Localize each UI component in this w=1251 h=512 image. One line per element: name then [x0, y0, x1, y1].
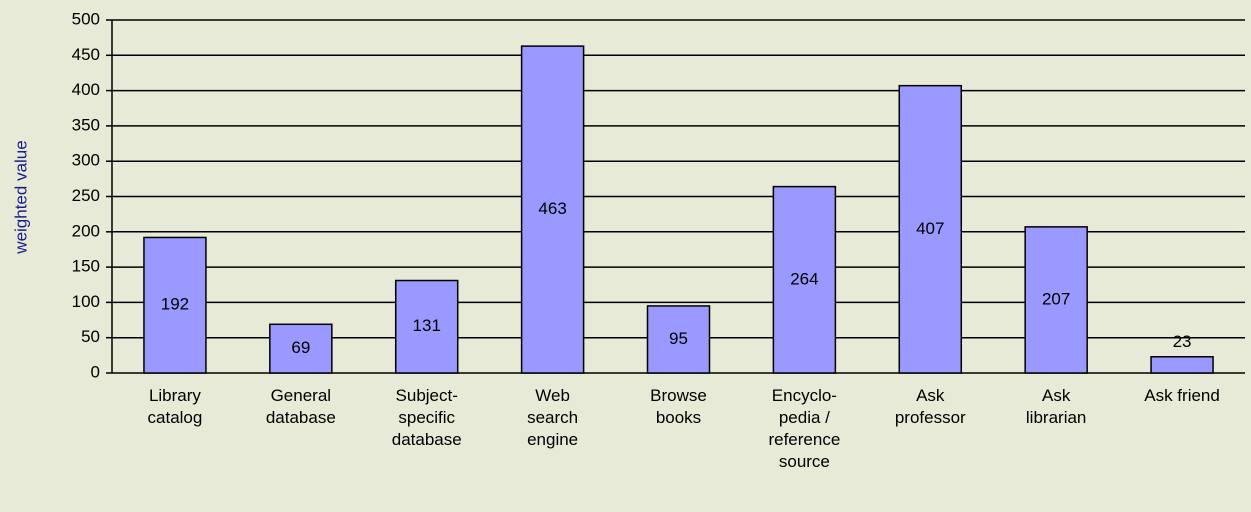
bar	[1024, 226, 1088, 374]
y-tick-label: 0	[91, 362, 100, 381]
y-tick-label: 300	[72, 151, 100, 170]
y-tick-label: 200	[72, 221, 100, 240]
x-tick-label: Ask librarian	[1025, 386, 1087, 427]
x-tick-label: General database	[265, 386, 336, 427]
y-tick-label: 50	[81, 327, 100, 346]
value-label: 207	[1042, 289, 1070, 308]
bar	[269, 323, 333, 374]
bar	[1150, 356, 1214, 374]
bar	[520, 45, 585, 374]
x-tick-label: Library catalog	[147, 386, 203, 427]
bar	[646, 305, 711, 374]
y-tick-label: 350	[72, 115, 100, 134]
bar	[898, 84, 963, 374]
x-tick-label: Browse books	[650, 386, 707, 427]
y-tick-label: 400	[72, 80, 100, 99]
value-label: 95	[669, 329, 688, 348]
value-label: 23	[1173, 332, 1192, 351]
x-tick-label: Web search engine	[527, 386, 579, 449]
y-tick-label: 450	[72, 45, 100, 64]
x-tick-label: Encyclo- pedia / reference source	[768, 386, 841, 471]
bar	[143, 236, 207, 374]
x-tick-label: Subject- specific database	[391, 386, 462, 449]
y-tick-label: 250	[72, 186, 100, 205]
value-label: 131	[413, 316, 441, 335]
value-label: 192	[161, 295, 189, 314]
value-label: 69	[291, 338, 310, 357]
value-label: 264	[790, 269, 818, 288]
value-label: 463	[538, 199, 566, 218]
x-tick-label: Ask professor	[894, 386, 966, 427]
y-tick-label: 100	[72, 292, 100, 311]
bar	[394, 279, 459, 374]
bar	[772, 185, 837, 374]
y-tick-label: 150	[72, 257, 100, 276]
x-tick-label: Ask friend	[1144, 386, 1220, 405]
y-axis-label: weighted value	[11, 140, 30, 254]
value-label: 407	[916, 219, 944, 238]
y-tick-label: 500	[72, 9, 100, 28]
